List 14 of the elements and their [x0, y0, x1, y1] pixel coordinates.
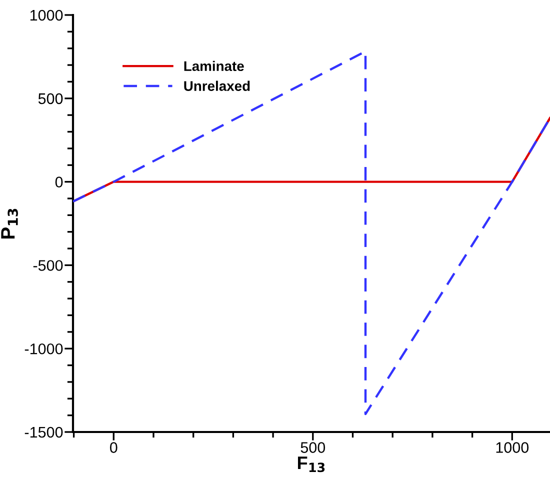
- legend-label: Laminate: [184, 60, 244, 72]
- y-axis-title: P$_{13}$: [1, 208, 18, 239]
- y-tick-label: 0: [55, 176, 63, 188]
- x-axis-title: F$_{13}$: [298, 456, 325, 472]
- x-tick-label: 1000: [496, 442, 529, 453]
- y-tick-label: -1500: [24, 426, 63, 438]
- y-tick-label: -500: [33, 260, 63, 271]
- line-series: [73, 50, 550, 416]
- y-tick-label: 500: [38, 93, 63, 104]
- x-tick-label: 500: [300, 442, 326, 453]
- legend-label: Unrelaxed: [184, 80, 250, 91]
- y-tick-label: -1000: [24, 343, 63, 354]
- x-tick-label: 0: [110, 442, 118, 453]
- y-tick-label: 1000: [30, 10, 63, 21]
